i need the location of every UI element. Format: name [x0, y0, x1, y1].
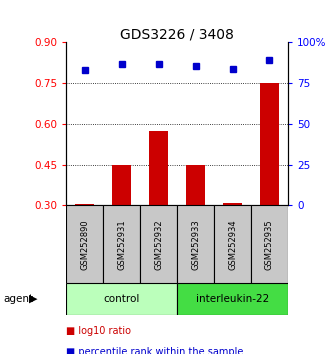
Text: GSM252932: GSM252932	[154, 219, 163, 270]
Title: GDS3226 / 3408: GDS3226 / 3408	[120, 27, 234, 41]
Bar	[214, 205, 251, 283]
Text: interleukin-22: interleukin-22	[196, 294, 269, 304]
Text: GSM252931: GSM252931	[117, 219, 126, 270]
Text: ■ log10 ratio: ■ log10 ratio	[66, 326, 131, 336]
Bar	[75, 204, 94, 205]
Bar	[223, 202, 242, 205]
Text: ■ percentile rank within the sample: ■ percentile rank within the sample	[66, 347, 244, 354]
Text: agent: agent	[3, 294, 33, 304]
Bar	[66, 205, 103, 283]
Bar	[260, 83, 279, 205]
Text: ▶: ▶	[29, 294, 37, 304]
Bar	[103, 205, 140, 283]
Bar	[186, 165, 205, 205]
Bar	[140, 205, 177, 283]
Bar	[177, 283, 288, 315]
Bar	[149, 131, 168, 205]
Text: control: control	[104, 294, 140, 304]
Bar	[66, 283, 177, 315]
Text: GSM252933: GSM252933	[191, 219, 200, 270]
Text: GSM252935: GSM252935	[265, 219, 274, 270]
Text: GSM252934: GSM252934	[228, 219, 237, 270]
Bar	[113, 165, 131, 205]
Text: GSM252890: GSM252890	[80, 219, 89, 270]
Bar	[177, 205, 214, 283]
Bar	[251, 205, 288, 283]
